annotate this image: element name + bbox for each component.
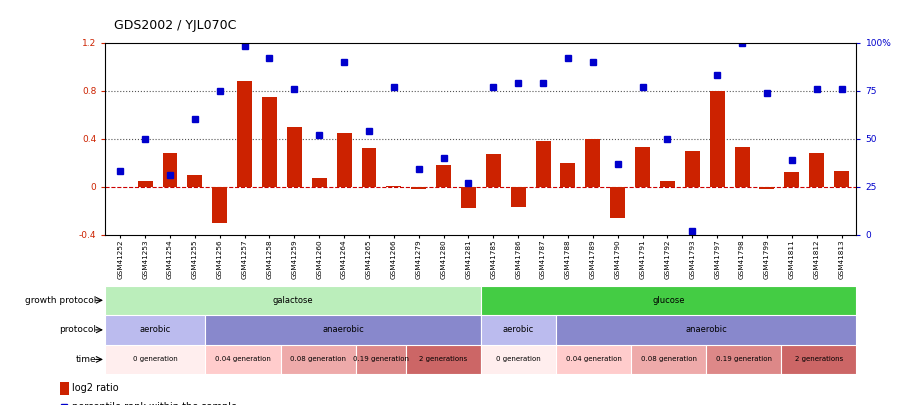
Bar (461, 187, 476, 209)
Bar (610, 187, 625, 218)
Bar (337, 133, 352, 187)
Bar (809, 153, 824, 187)
Text: 0.19 generation: 0.19 generation (353, 356, 409, 362)
Bar (162, 153, 178, 187)
Bar (759, 187, 774, 189)
Text: 2 generations: 2 generations (795, 356, 843, 362)
Text: galactose: galactose (273, 296, 313, 305)
Bar (105, 315, 205, 345)
Bar (706, 345, 781, 374)
Text: anaerobic: anaerobic (322, 325, 364, 335)
Bar (188, 175, 202, 187)
Bar (481, 315, 556, 345)
Bar (262, 97, 277, 187)
Bar (834, 171, 849, 187)
Text: log2 ratio: log2 ratio (72, 384, 119, 394)
Bar (60, 382, 69, 394)
Text: 2 generations: 2 generations (420, 356, 467, 362)
Text: aerobic: aerobic (140, 325, 171, 335)
Text: glucose: glucose (652, 296, 685, 305)
Text: 0.19 generation: 0.19 generation (715, 356, 772, 362)
Bar (436, 165, 451, 187)
Bar (660, 181, 675, 187)
Text: percentile rank within the sample: percentile rank within the sample (72, 402, 237, 405)
Bar (406, 345, 481, 374)
Bar (685, 151, 700, 187)
Bar (631, 345, 706, 374)
Text: protocol: protocol (60, 325, 96, 335)
Text: 0.08 generation: 0.08 generation (290, 356, 346, 362)
Text: 0.04 generation: 0.04 generation (566, 356, 621, 362)
Text: 0.04 generation: 0.04 generation (215, 356, 271, 362)
Bar (205, 345, 280, 374)
Bar (710, 91, 725, 187)
Bar (387, 185, 401, 187)
Bar (237, 81, 252, 187)
Text: time: time (75, 355, 96, 364)
Bar (362, 148, 376, 187)
Text: 0 generation: 0 generation (133, 356, 178, 362)
Bar (411, 187, 426, 189)
Bar (137, 181, 153, 187)
Text: anaerobic: anaerobic (685, 325, 727, 335)
Bar (105, 345, 205, 374)
Bar (536, 141, 551, 187)
Bar (511, 187, 526, 207)
Bar (205, 315, 481, 345)
Bar (556, 345, 631, 374)
Bar (635, 147, 650, 187)
Bar (287, 127, 302, 187)
Bar (585, 139, 600, 187)
Text: 0 generation: 0 generation (496, 356, 540, 362)
Bar (556, 315, 856, 345)
Bar (784, 173, 800, 187)
Text: 0.08 generation: 0.08 generation (640, 356, 697, 362)
Bar (735, 147, 749, 187)
Bar (311, 178, 327, 187)
Bar (105, 286, 481, 315)
Text: growth protocol: growth protocol (25, 296, 96, 305)
Text: aerobic: aerobic (503, 325, 534, 335)
Bar (485, 154, 501, 187)
Bar (481, 345, 556, 374)
Bar (561, 163, 575, 187)
Bar (781, 345, 856, 374)
Bar (481, 286, 856, 315)
Text: GDS2002 / YJL070C: GDS2002 / YJL070C (114, 19, 237, 32)
Bar (355, 345, 406, 374)
Bar (213, 187, 227, 223)
Bar (280, 345, 355, 374)
